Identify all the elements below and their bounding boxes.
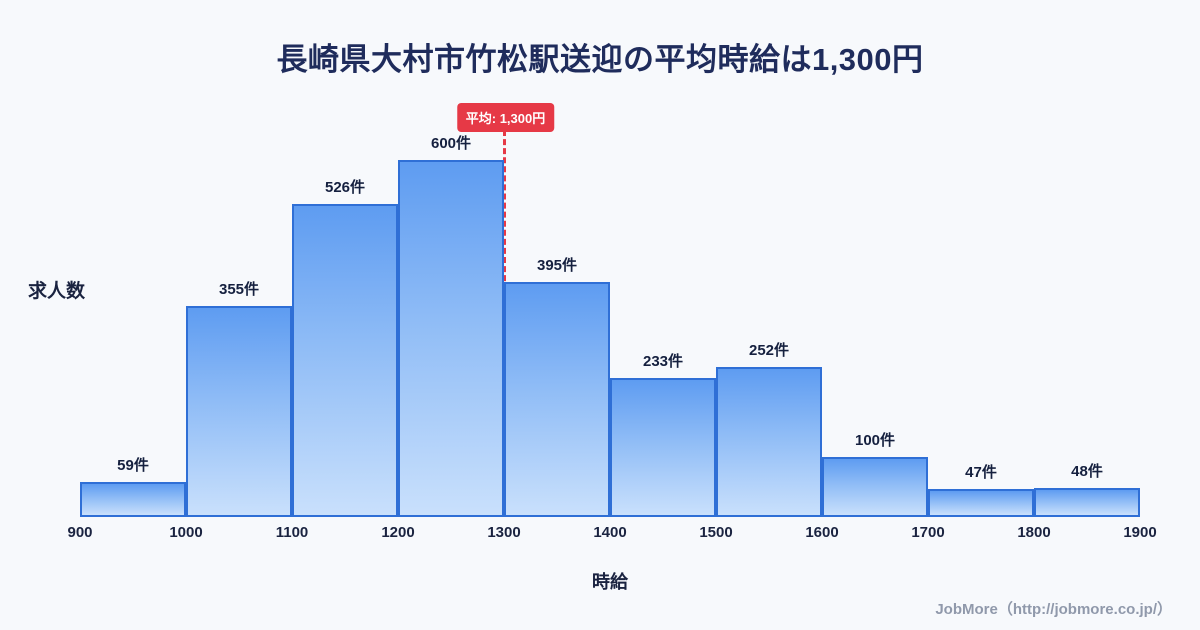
histogram-bar (822, 457, 928, 517)
bar-value-label: 526件 (324, 179, 366, 196)
x-axis-label: 時給 (592, 572, 628, 592)
bar-value-label: 48件 (1071, 463, 1103, 480)
x-tick-label: 1900 (1123, 524, 1157, 541)
bar-value-label: 600件 (430, 135, 472, 152)
histogram-bar (716, 367, 822, 517)
x-tick-label: 1000 (169, 524, 203, 541)
x-tick-label: 1400 (593, 524, 627, 541)
x-axis-ticks: 900 1000 1100 1200 1300 1400 1500 1600 1700 1800 1… (67, 524, 1156, 544)
y-axis-label: 求人数 (28, 281, 86, 302)
bar-value-label: 59件 (117, 457, 149, 474)
x-tick-label: 1200 (381, 524, 415, 541)
average-badge: 平均: 1,300円 (456, 103, 555, 132)
x-tick-label: 900 (67, 524, 93, 541)
histogram-bar (398, 160, 504, 517)
footer-credit: JobMore（http://jobmore.co.jp/） (935, 601, 1172, 618)
bar-value-label: 47件 (965, 464, 997, 481)
bar-value-label: 100件 (854, 432, 896, 449)
page-title: 長崎県大村市竹松駅送迎の平均時給は1,300円 (276, 42, 924, 77)
bar-value-label: 355件 (218, 281, 260, 298)
histogram-bar (80, 482, 186, 517)
x-tick-label: 1300 (487, 524, 521, 541)
histogram-bar (610, 378, 716, 517)
x-tick-label: 1100 (275, 524, 309, 541)
bar-value-label: 233件 (642, 353, 684, 370)
histogram-bar (928, 489, 1034, 517)
x-tick-label: 1800 (1017, 524, 1051, 541)
x-tick-label: 1500 (699, 524, 733, 541)
plot-area: 平均: 1,300円 59件 355件 526件 600件 395件 233件 252件 10… (80, 103, 1140, 517)
bar-value-label: 252件 (748, 342, 790, 359)
histogram-bar (504, 282, 610, 517)
x-tick-label: 1600 (805, 524, 839, 541)
x-tick-label: 1700 (911, 524, 945, 541)
histogram-bar (292, 204, 398, 517)
histogram-bar (186, 306, 292, 517)
histogram-bar (1034, 488, 1140, 517)
bar-value-label: 395件 (536, 257, 578, 274)
